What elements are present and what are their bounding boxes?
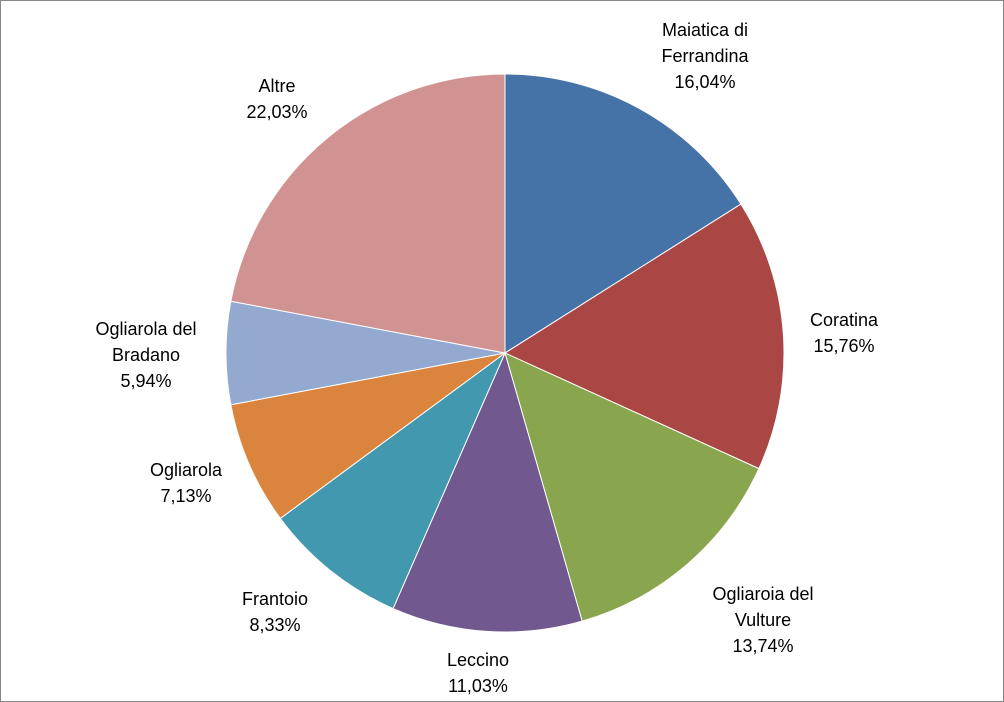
slice-percent: 5,94%	[120, 371, 172, 391]
slice-name-line: Ogliaroia del	[712, 584, 814, 604]
slice-label-3: Ogliaroia del Vulture 13,74%	[712, 581, 813, 659]
pie-slice-1	[504, 73, 742, 354]
slice-percent: 15,76%	[813, 336, 875, 356]
slice-name-line: Ogliarola del	[95, 319, 197, 339]
pie-slice-2	[503, 203, 785, 470]
pie-slice-5	[279, 351, 507, 610]
slice-label-1: Maiatica di Ferrandina 16,04%	[661, 17, 748, 95]
slice-label-6: Ogliarola 7,13%	[150, 457, 222, 509]
slice-name-line: Frantoio	[241, 589, 309, 609]
slice-label-4: Leccino 11,03%	[447, 647, 509, 699]
slice-percent: 22,03%	[246, 102, 308, 122]
slice-percent: 16,04%	[674, 72, 736, 92]
slice-name-line: Leccino	[446, 650, 510, 670]
slice-percent: 13,74%	[732, 636, 794, 656]
slice-name-line: Ferrandina	[661, 46, 749, 66]
slice-percent: 11,03%	[448, 676, 508, 696]
pie-slice-6	[230, 352, 506, 520]
slice-name-line: Altre	[258, 76, 296, 96]
slice-name-line: Maiatica di	[661, 20, 749, 40]
slice-name-line: Vulture	[734, 610, 792, 630]
slice-name-line: Bradano	[111, 345, 181, 365]
pie-slice-3	[504, 352, 760, 622]
slice-percent: 7,13%	[160, 486, 212, 506]
slice-label-2: Coratina 15,76%	[810, 307, 878, 359]
slice-label-7: Ogliarola del Bradano 5,94%	[95, 316, 196, 394]
slice-name-line: Coratina	[809, 310, 879, 330]
pie-slice-8	[230, 73, 506, 354]
slice-label-8: Altre 22,03%	[246, 73, 307, 125]
pie-slice-4	[392, 351, 583, 633]
slice-name-line: Ogliarola	[149, 460, 223, 480]
slice-percent: 8,33%	[249, 615, 301, 635]
slice-label-5: Frantoio 8,33%	[242, 586, 308, 638]
